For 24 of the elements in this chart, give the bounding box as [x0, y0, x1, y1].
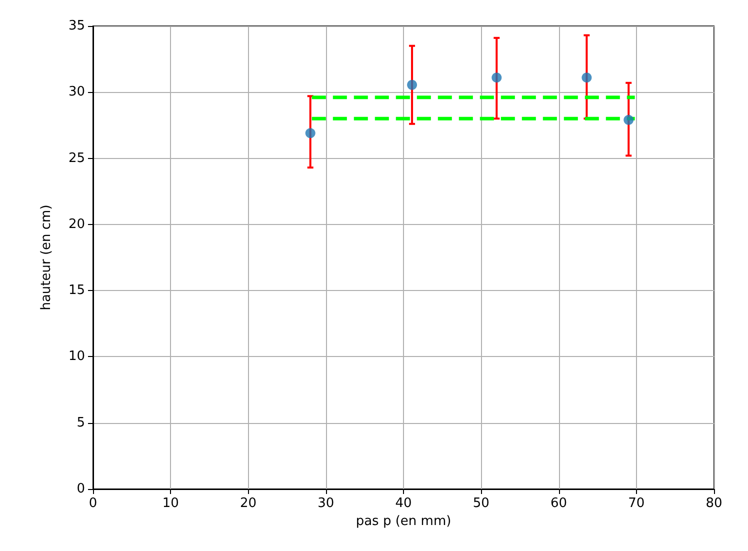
y-axis-title: hauteur (en cm)	[39, 204, 54, 310]
point	[305, 128, 316, 138]
x-tick-label: 0	[88, 496, 98, 511]
point	[582, 72, 592, 83]
y-tick-label: 15	[68, 283, 85, 298]
y-tick-label: 30	[68, 84, 85, 100]
y-tick-label: 35	[68, 18, 85, 34]
x-tick-label: 30	[318, 496, 334, 511]
point	[624, 114, 634, 125]
point	[407, 80, 418, 90]
y-tick-label: 20	[68, 216, 85, 232]
y-tick-label: 0	[76, 482, 85, 496]
point	[492, 72, 502, 83]
x-tick-label: 60	[550, 496, 568, 511]
x-tick-label: 10	[162, 496, 179, 511]
x-tick-label: 50	[472, 496, 490, 511]
x-tick-label: 20	[240, 496, 257, 511]
y-tick-label: 5	[76, 415, 85, 430]
y-tick-label: 25	[68, 150, 85, 166]
x-axis-title: pas p (en mm)	[356, 514, 452, 529]
x-tick-label: 70	[628, 496, 645, 511]
y-tick-label: 10	[68, 349, 85, 364]
x-tick-label: 80	[706, 496, 722, 511]
x-tick-label: 40	[395, 496, 412, 511]
